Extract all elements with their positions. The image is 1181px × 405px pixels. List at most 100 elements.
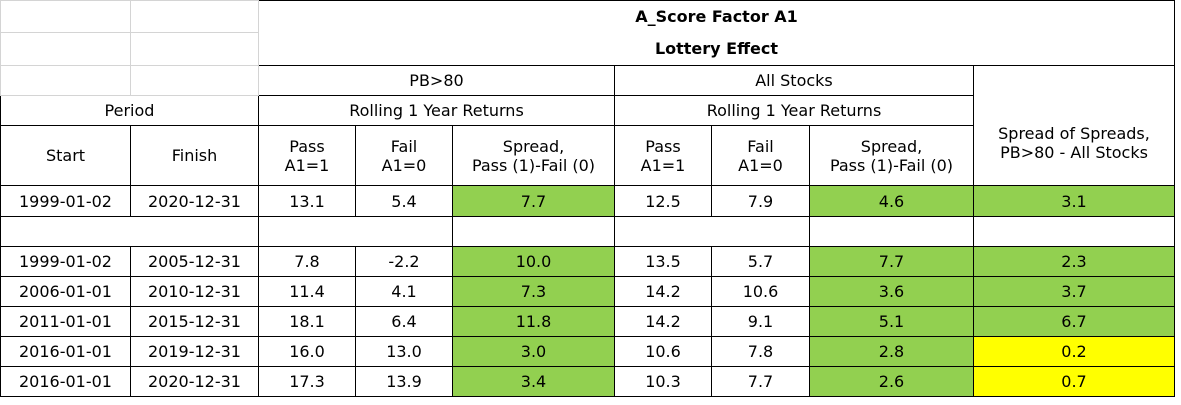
cell-start[interactable]: 2016-01-01	[0, 336, 131, 367]
table-title: A_Score Factor A1	[258, 0, 1175, 33]
cell-all-fail[interactable]: 7.7	[711, 366, 810, 397]
col-header-all-spread: Spread, Pass (1)-Fail (0)	[809, 125, 974, 186]
cell-finish[interactable]: 2019-12-31	[130, 336, 259, 367]
header-line: Pass	[645, 136, 681, 156]
empty-cell[interactable]	[973, 216, 1175, 247]
rolling-header-pb80: Rolling 1 Year Returns	[258, 95, 615, 126]
cell-sos[interactable]: 0.7	[973, 366, 1175, 397]
table-row: 1999-01-02 2005-12-31 7.8 -2.2 10.0 13.5…	[0, 246, 1175, 277]
cell-all-spread[interactable]: 7.7	[809, 246, 974, 277]
cell-finish[interactable]: 2020-12-31	[130, 185, 259, 217]
cell-pb-fail[interactable]: 6.4	[355, 306, 453, 337]
cell-start[interactable]: 2006-01-01	[0, 276, 131, 307]
empty-cell[interactable]	[130, 0, 259, 33]
header-line: A1=0	[738, 155, 783, 175]
sos-header-cell: Spread of Spreads, PB>80 - All Stocks	[973, 65, 1175, 186]
cell-pb-spread[interactable]: 3.0	[452, 336, 615, 367]
cell-pb-pass[interactable]: 7.8	[258, 246, 356, 277]
sos-header-line-2: PB>80 - All Stocks	[1000, 142, 1148, 162]
spreadsheet-grid: A_Score Factor A1 Lottery Effect PB>80 A…	[0, 0, 1175, 397]
empty-cell[interactable]	[0, 0, 131, 33]
cell-start[interactable]: 2011-01-01	[0, 306, 131, 337]
cell-all-spread[interactable]: 2.6	[809, 366, 974, 397]
empty-cell[interactable]	[130, 32, 259, 66]
cell-all-pass[interactable]: 12.5	[614, 185, 712, 217]
cell-start[interactable]: 2016-01-01	[0, 366, 131, 397]
cell-pb-pass[interactable]: 16.0	[258, 336, 356, 367]
table-row: 1999-01-02 2020-12-31 13.1 5.4 7.7 12.5 …	[0, 185, 1175, 217]
cell-all-pass[interactable]: 14.2	[614, 306, 712, 337]
cell-pb-spread[interactable]: 11.8	[452, 306, 615, 337]
col-header-pb-pass: Pass A1=1	[258, 125, 356, 186]
cell-pb-fail[interactable]: -2.2	[355, 246, 453, 277]
cell-finish[interactable]: 2020-12-31	[130, 366, 259, 397]
table-row: 2016-01-01 2020-12-31 17.3 13.9 3.4 10.3…	[0, 366, 1175, 397]
cell-pb-fail[interactable]: 4.1	[355, 276, 453, 307]
cell-all-spread[interactable]: 2.8	[809, 336, 974, 367]
header-line: Spread,	[860, 136, 923, 156]
cell-pb-fail[interactable]: 13.9	[355, 366, 453, 397]
table-row: 2006-01-01 2010-12-31 11.4 4.1 7.3 14.2 …	[0, 276, 1175, 307]
header-line: Fail	[390, 136, 418, 156]
cell-start[interactable]: 1999-01-02	[0, 246, 131, 277]
cell-finish[interactable]: 2015-12-31	[130, 306, 259, 337]
col-header-start: Start	[0, 125, 131, 186]
cell-finish[interactable]: 2005-12-31	[130, 246, 259, 277]
cell-pb-pass[interactable]: 17.3	[258, 366, 356, 397]
cell-all-fail[interactable]: 7.9	[711, 185, 810, 217]
rolling-header-all: Rolling 1 Year Returns	[614, 95, 974, 126]
cell-all-spread[interactable]: 4.6	[809, 185, 974, 217]
empty-cell[interactable]	[130, 65, 259, 96]
cell-sos[interactable]: 3.1	[973, 185, 1175, 217]
col-header-all-pass: Pass A1=1	[614, 125, 712, 186]
cell-finish[interactable]: 2010-12-31	[130, 276, 259, 307]
cell-all-fail[interactable]: 7.8	[711, 336, 810, 367]
group-header-all-stocks: All Stocks	[614, 65, 974, 96]
cell-all-pass[interactable]: 13.5	[614, 246, 712, 277]
cell-all-fail[interactable]: 9.1	[711, 306, 810, 337]
cell-start[interactable]: 1999-01-02	[0, 185, 131, 217]
empty-cell[interactable]	[258, 216, 356, 247]
cell-pb-spread[interactable]: 3.4	[452, 366, 615, 397]
cell-all-pass[interactable]: 14.2	[614, 276, 712, 307]
empty-cell[interactable]	[0, 65, 131, 96]
header-line: A1=1	[640, 155, 686, 175]
cell-all-pass[interactable]: 10.3	[614, 366, 712, 397]
cell-pb-spread[interactable]: 7.7	[452, 185, 615, 217]
cell-all-fail[interactable]: 5.7	[711, 246, 810, 277]
col-header-all-fail: Fail A1=0	[711, 125, 810, 186]
cell-pb-fail[interactable]: 13.0	[355, 336, 453, 367]
header-line: Pass (1)-Fail (0)	[829, 155, 954, 175]
table-row: 2011-01-01 2015-12-31 18.1 6.4 11.8 14.2…	[0, 306, 1175, 337]
col-header-pb-fail: Fail A1=0	[355, 125, 453, 186]
cell-sos[interactable]: 6.7	[973, 306, 1175, 337]
empty-cell[interactable]	[130, 216, 259, 247]
cell-sos[interactable]: 2.3	[973, 246, 1175, 277]
cell-pb-fail[interactable]: 5.4	[355, 185, 453, 217]
col-header-finish: Finish	[130, 125, 259, 186]
sos-header-line-1: Spread of Spreads,	[998, 123, 1150, 143]
empty-cell[interactable]	[0, 32, 131, 66]
cell-sos[interactable]: 0.2	[973, 336, 1175, 367]
cell-all-pass[interactable]: 10.6	[614, 336, 712, 367]
cell-all-spread[interactable]: 3.6	[809, 276, 974, 307]
empty-cell[interactable]	[614, 216, 712, 247]
empty-cell[interactable]	[711, 216, 810, 247]
group-header-pb80: PB>80	[258, 65, 615, 96]
header-line: Pass	[289, 136, 325, 156]
cell-sos[interactable]: 3.7	[973, 276, 1175, 307]
empty-cell[interactable]	[0, 216, 131, 247]
period-header: Period	[0, 95, 259, 126]
cell-pb-spread[interactable]: 10.0	[452, 246, 615, 277]
empty-cell[interactable]	[452, 216, 615, 247]
cell-pb-spread[interactable]: 7.3	[452, 276, 615, 307]
header-line: A1=1	[284, 155, 330, 175]
empty-cell[interactable]	[809, 216, 974, 247]
cell-all-fail[interactable]: 10.6	[711, 276, 810, 307]
cell-pb-pass[interactable]: 11.4	[258, 276, 356, 307]
cell-pb-pass[interactable]: 13.1	[258, 185, 356, 217]
cell-pb-pass[interactable]: 18.1	[258, 306, 356, 337]
empty-cell[interactable]	[355, 216, 453, 247]
cell-all-spread[interactable]: 5.1	[809, 306, 974, 337]
blank-row	[0, 216, 1175, 247]
